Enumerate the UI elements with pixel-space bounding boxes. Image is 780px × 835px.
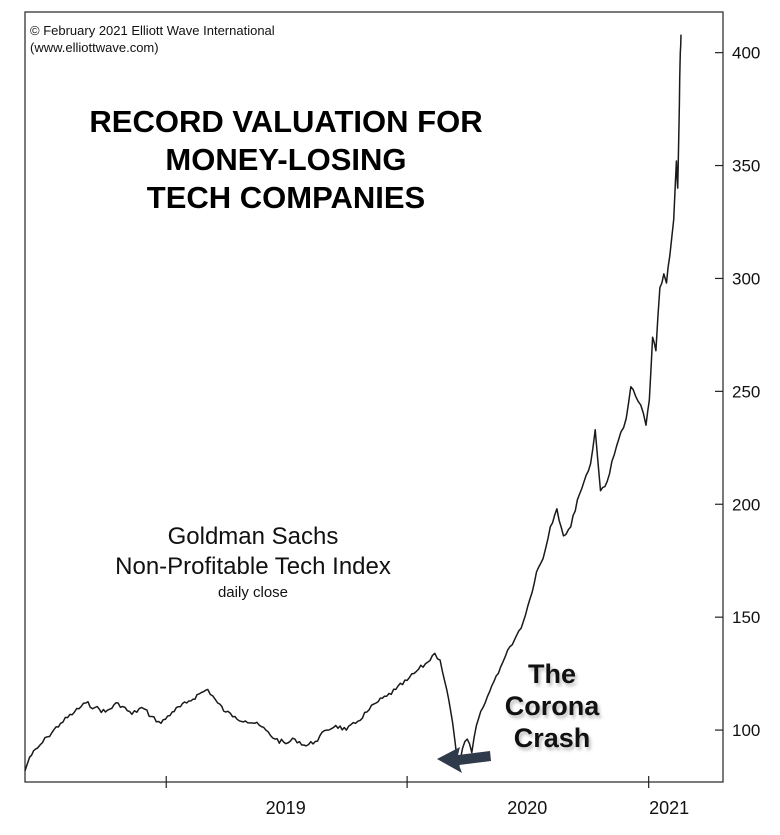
title-line: MONEY-LOSING [165, 142, 407, 177]
annotation-line: The [527, 659, 576, 689]
corona-crash-annotation: The Corona Crash [482, 658, 622, 754]
title-line: RECORD VALUATION FOR [89, 104, 483, 139]
y-tick-label: 200 [732, 495, 760, 514]
y-tick-label: 250 [732, 382, 760, 401]
y-axis: 100 150 200 250 300 350 400 [715, 44, 760, 740]
title-line: TECH COMPANIES [146, 180, 426, 215]
x-tick-label: 2020 [507, 798, 547, 818]
y-tick-label: 350 [732, 157, 760, 176]
x-tick-label: 2019 [266, 798, 306, 818]
y-tick-label: 300 [732, 269, 760, 288]
copyright-notice: © February 2021 Elliott Wave Internation… [30, 22, 275, 56]
y-tick-label: 150 [732, 608, 760, 627]
x-axis: 2019 2020 2021 [165, 776, 689, 818]
annotation-line: Corona [504, 691, 600, 721]
series-label: Goldman Sachs Non-Profitable Tech Index … [60, 522, 446, 604]
crash-arrow-icon [437, 747, 491, 773]
copyright-line: © February 2021 Elliott Wave Internation… [30, 23, 275, 38]
series-name-line: Non-Profitable Tech Index [115, 553, 391, 580]
chart-title: RECORD VALUATION FOR MONEY-LOSING TECH C… [30, 103, 542, 217]
copyright-url: (www.elliottwave.com) [30, 40, 159, 55]
x-tick-label: 2021 [649, 798, 689, 818]
series-name-line: Goldman Sachs [167, 523, 339, 550]
annotation-line: Crash [513, 723, 591, 753]
y-tick-label: 400 [732, 44, 760, 63]
plot-frame [24, 11, 724, 783]
series-subtitle: daily close [217, 584, 289, 601]
y-tick-label: 100 [732, 721, 760, 740]
index-line [24, 34, 682, 771]
